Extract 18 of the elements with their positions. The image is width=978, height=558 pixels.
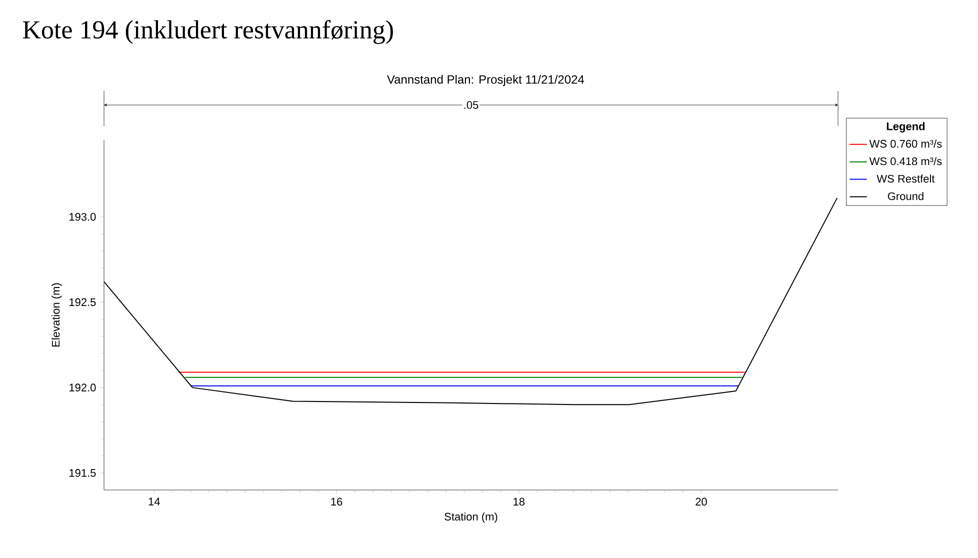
x-tick-label: 18 <box>514 498 525 506</box>
x-tick-label: 16 <box>331 498 342 506</box>
y-tick-label: 193.0 <box>70 212 96 221</box>
text: .05 <box>464 101 478 109</box>
y-tick-label: 192.5 <box>70 298 96 306</box>
x-axis-title: Station (m) <box>444 512 498 523</box>
y-axis-title: Elevation (m) <box>52 283 62 346</box>
chart-subtitle: Vannstand Plan: Prosjekt 11/21/2024 <box>387 74 584 86</box>
legend-title: Legend <box>886 122 925 132</box>
y-tick-label: 192.0 <box>70 384 96 392</box>
x-tick-label: 20 <box>696 498 707 506</box>
legend-label: WS 0.418 m³/s <box>869 157 942 166</box>
chart-title: Kote 194 (inkludert restvannføring) <box>22 20 393 44</box>
y-tick-label: 191.5 <box>70 469 96 477</box>
legend-label: WS 0.760 m³/s <box>869 140 942 148</box>
x-tick-label: 14 <box>148 498 160 506</box>
legend-label: WS Restfelt <box>876 174 935 183</box>
legend-label: Ground <box>888 192 924 200</box>
